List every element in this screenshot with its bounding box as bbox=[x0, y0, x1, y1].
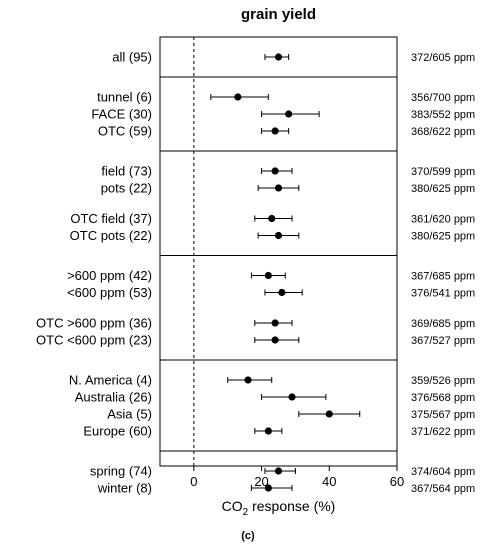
row-label: winter (8) bbox=[97, 481, 152, 496]
row-ppm-label: 376/568 ppm bbox=[411, 392, 475, 404]
row-label: OTC (59) bbox=[98, 124, 152, 139]
estimate-point bbox=[271, 319, 279, 327]
estimate-point bbox=[278, 288, 286, 297]
row-ppm-label: 370/599 ppm bbox=[411, 166, 475, 178]
estimate-point bbox=[271, 336, 279, 344]
row-label: tunnel (6) bbox=[97, 90, 152, 105]
row-ppm-label: 361/620 ppm bbox=[411, 214, 475, 226]
estimate-point bbox=[264, 271, 272, 280]
x-axis-label-subscript: 2 bbox=[242, 506, 249, 518]
estimate-point bbox=[271, 127, 279, 135]
row-label: pots (22) bbox=[101, 181, 152, 196]
row-ppm-label: 368/622 ppm bbox=[411, 126, 475, 138]
row-ppm-label: 367/564 ppm bbox=[411, 483, 475, 495]
row-label: Australia (26) bbox=[75, 390, 152, 405]
row-label: <600 ppm (53) bbox=[67, 285, 152, 300]
chart-title: grain yield bbox=[240, 6, 317, 23]
row-label: Asia (5) bbox=[107, 407, 152, 422]
row-label: Europe (60) bbox=[83, 424, 152, 439]
row-ppm-label: 380/625 ppm bbox=[411, 231, 475, 243]
row-label: OTC >600 ppm (36) bbox=[36, 316, 152, 331]
row-ppm-label: 356/700 ppm bbox=[411, 92, 475, 104]
row-label: OTC <600 ppm (23) bbox=[36, 333, 152, 348]
row-label: FACE (30) bbox=[91, 107, 152, 122]
panel-label: (c) bbox=[241, 530, 255, 542]
x-tick-label: 60 bbox=[390, 474, 404, 489]
row-ppm-label: 372/605 ppm bbox=[411, 52, 475, 64]
estimate-point bbox=[268, 214, 276, 223]
row-label: all (95) bbox=[112, 50, 152, 65]
estimate-point bbox=[264, 484, 272, 492]
estimate-point bbox=[288, 393, 296, 401]
x-tick-label: 0 bbox=[190, 474, 197, 489]
row-ppm-label: 383/552 ppm bbox=[411, 109, 475, 121]
estimate-point bbox=[234, 93, 242, 101]
estimate-point bbox=[274, 231, 283, 240]
row-ppm-label: 371/622 ppm bbox=[411, 426, 475, 438]
estimate-point bbox=[244, 376, 252, 384]
plot-frame bbox=[159, 36, 398, 467]
estimate-point bbox=[271, 167, 279, 175]
estimate-point bbox=[325, 410, 333, 418]
estimate-point bbox=[285, 110, 293, 118]
estimate-point bbox=[274, 53, 283, 61]
x-tick-label: 40 bbox=[322, 474, 336, 489]
x-axis-label-rest: response (%) bbox=[248, 498, 336, 514]
estimate-point bbox=[274, 467, 283, 475]
row-label: spring (74) bbox=[90, 464, 152, 479]
row-label: N. America (4) bbox=[69, 373, 152, 388]
x-axis-label-main: CO bbox=[221, 498, 243, 514]
row-ppm-label: 374/604 ppm bbox=[411, 466, 475, 478]
row-ppm-label: 375/567 ppm bbox=[411, 409, 475, 421]
row-label: >600 ppm (42) bbox=[67, 268, 152, 283]
row-ppm-label: 369/685 ppm bbox=[411, 318, 475, 330]
row-ppm-label: 376/541 ppm bbox=[411, 288, 475, 300]
x-axis-label: CO2 response (%) bbox=[160, 498, 397, 518]
x-tick-label: 20 bbox=[254, 474, 268, 489]
estimate-point bbox=[264, 427, 272, 435]
estimate-point bbox=[274, 184, 283, 192]
row-label: OTC pots (22) bbox=[70, 228, 152, 243]
row-ppm-label: 367/527 ppm bbox=[411, 335, 475, 347]
row-label: OTC field (37) bbox=[70, 211, 152, 226]
row-ppm-label: 367/685 ppm bbox=[411, 271, 475, 283]
row-ppm-label: 359/526 ppm bbox=[411, 375, 475, 387]
row-label: field (73) bbox=[101, 164, 152, 179]
row-ppm-label: 380/625 ppm bbox=[411, 183, 475, 195]
